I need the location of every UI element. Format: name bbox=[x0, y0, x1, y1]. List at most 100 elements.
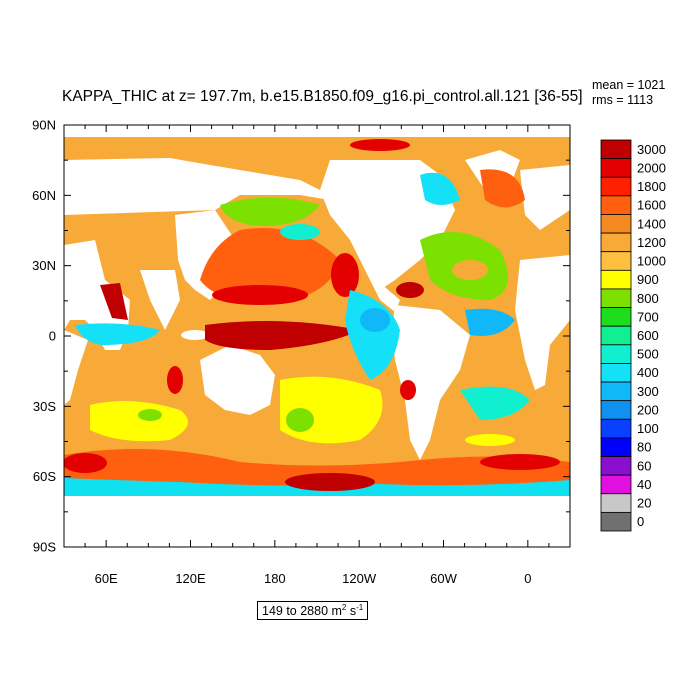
colorbar-label: 80 bbox=[637, 440, 651, 455]
indian-ocean-green bbox=[138, 409, 162, 421]
colorbar-label: 3000 bbox=[637, 142, 666, 157]
units-exp2: -1 bbox=[356, 603, 364, 612]
nordic-seas-orange bbox=[480, 169, 525, 208]
south-america-land bbox=[392, 305, 470, 460]
lat-tick-label: 90N bbox=[32, 118, 56, 133]
south-atlantic-yellow bbox=[465, 434, 515, 446]
north-atlantic-core bbox=[452, 260, 488, 280]
lat-tick-label: 0 bbox=[49, 329, 56, 344]
colorbar-swatch bbox=[600, 511, 632, 532]
lon-tick-label: 180 bbox=[264, 571, 286, 586]
colorbar-label: 1400 bbox=[637, 216, 666, 231]
colorbar-swatch bbox=[600, 493, 632, 513]
north-america-land bbox=[320, 170, 455, 290]
colorbar-swatch bbox=[600, 456, 632, 476]
south-pacific-green bbox=[286, 408, 314, 432]
colorbar-label: 100 bbox=[637, 421, 659, 436]
colorbar-swatch bbox=[600, 176, 632, 197]
tropical-atlantic-blue bbox=[465, 308, 515, 336]
colorbar-label: 2000 bbox=[637, 160, 666, 175]
map-title: KAPPA_THIC at z= 197.7m, b.e15.B1850.f09… bbox=[62, 88, 583, 105]
subpolar-pacific-green bbox=[220, 197, 320, 226]
colorbar-swatch bbox=[600, 232, 632, 253]
lon-tick-label: 0 bbox=[524, 571, 531, 586]
australia-land bbox=[200, 345, 275, 415]
colorbar-swatch bbox=[600, 139, 632, 160]
north-pacific-orange bbox=[200, 228, 340, 305]
central-america-land bbox=[365, 270, 400, 312]
colorbar-swatch bbox=[600, 400, 632, 420]
colorbar-swatch bbox=[600, 325, 632, 346]
units-mid: s bbox=[346, 604, 357, 619]
colorbar-label: 20 bbox=[637, 496, 651, 511]
indonesia-land bbox=[181, 330, 209, 340]
indian-ocean-yellow bbox=[90, 401, 188, 442]
colorbar-label: 200 bbox=[637, 402, 659, 417]
lon-tick-marks bbox=[63, 125, 571, 547]
colorbar-swatch bbox=[600, 214, 632, 234]
lat-tick-label: 30S bbox=[33, 399, 56, 414]
lon-tick-label: 120W bbox=[342, 571, 377, 586]
colorbar-label: 1800 bbox=[637, 179, 666, 194]
acc-band bbox=[64, 448, 570, 486]
colorbar-swatch bbox=[600, 195, 632, 215]
colorbar-label: 300 bbox=[637, 384, 659, 399]
north-pacific-high bbox=[212, 285, 308, 305]
south-atlantic-cyan bbox=[460, 386, 530, 420]
acc-high-atlantic bbox=[480, 454, 560, 470]
colorbar-swatch bbox=[600, 288, 632, 308]
lon-tick-label: 60E bbox=[95, 571, 118, 586]
equatorial-pacific-high bbox=[205, 321, 360, 350]
colorbar-swatch bbox=[600, 158, 632, 178]
colorbar-swatch bbox=[600, 363, 632, 383]
arctic-high bbox=[350, 139, 410, 151]
labrador-cyan bbox=[420, 172, 460, 205]
colorbar-label: 900 bbox=[637, 272, 659, 287]
colorbar-swatch bbox=[600, 437, 632, 457]
colorbar-swatch bbox=[600, 307, 632, 327]
indian-ocean-high bbox=[167, 366, 183, 394]
colorbar-swatch bbox=[600, 251, 632, 271]
africa-land-south bbox=[64, 330, 88, 405]
lon-tick-label: 60W bbox=[430, 571, 457, 586]
gulf-of-mexico-high bbox=[396, 282, 424, 298]
arabian-sea-cyan bbox=[75, 323, 160, 345]
colorbar-swatch bbox=[600, 474, 632, 495]
red-sea-high bbox=[100, 283, 128, 320]
colorbar-label: 400 bbox=[637, 365, 659, 380]
east-pacific-blue bbox=[360, 308, 390, 332]
colorbar-label: 1600 bbox=[637, 198, 666, 213]
colorbar-swatch bbox=[600, 269, 632, 290]
colorbar-swatch bbox=[600, 418, 632, 439]
colorbar-swatch bbox=[600, 381, 632, 402]
antarctica-land bbox=[64, 495, 570, 547]
acc-high-pacific bbox=[285, 473, 375, 491]
colorbar-label: 40 bbox=[637, 477, 651, 492]
lat-tick-label: 60S bbox=[33, 469, 56, 484]
lat-tick-marks bbox=[64, 124, 570, 548]
colorbar-label: 700 bbox=[637, 309, 659, 324]
colorbar-label: 800 bbox=[637, 291, 659, 306]
colorbar: 3000 2000 1800 1600 1400 1200 1000 900 800 700 600… bbox=[600, 139, 666, 532]
lon-tick-label: 120E bbox=[175, 571, 206, 586]
europe-land bbox=[520, 165, 570, 230]
mean-stat: mean = 1021 bbox=[592, 78, 666, 92]
rms-stat: rms = 1113 bbox=[592, 93, 654, 107]
lat-tick-label: 60N bbox=[32, 188, 56, 203]
colorbar-label: 1000 bbox=[637, 254, 666, 269]
lon-tick-labels: 60E 120E 180 120W 60W 0 bbox=[95, 571, 532, 586]
map-field bbox=[64, 125, 570, 547]
units-range: 149 to 2880 m bbox=[262, 604, 342, 619]
units-label: 149 to 2880 m2 s-1 bbox=[257, 601, 369, 621]
units-exp1: 2 bbox=[341, 603, 347, 612]
lat-tick-label: 30N bbox=[32, 258, 56, 273]
africa-land-north bbox=[64, 240, 130, 350]
colorbar-label: 1200 bbox=[637, 235, 666, 250]
colorbar-swatch bbox=[600, 344, 632, 364]
colorbar-label: 60 bbox=[637, 458, 651, 473]
west-africa-land bbox=[515, 255, 570, 390]
east-pacific-high bbox=[331, 253, 359, 297]
colorbar-label: 600 bbox=[637, 328, 659, 343]
india-land bbox=[140, 270, 180, 330]
